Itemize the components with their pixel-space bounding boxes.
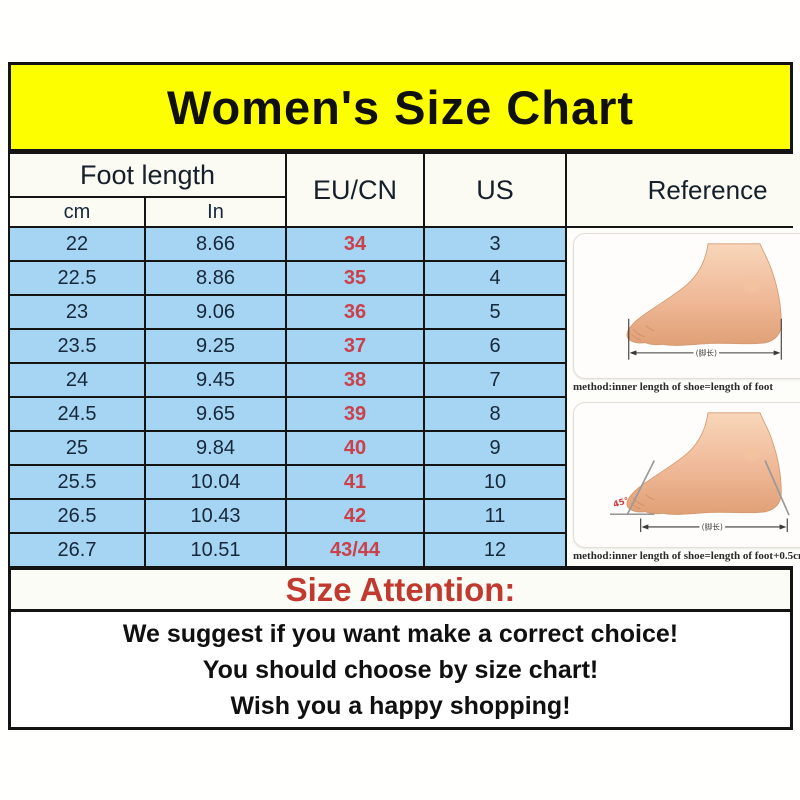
cell-in: 9.65 [146, 398, 285, 430]
cell-us: 4 [425, 262, 565, 294]
cell-cm: 25 [10, 432, 144, 464]
reference-bottom: 45° (脚长) method:inner length of shoe=len… [567, 397, 800, 566]
foot-measure-45-icon: 45° (脚长) [609, 412, 790, 533]
column-header-cm: cm [10, 198, 144, 226]
cell-in: 9.25 [146, 330, 285, 362]
cell-us: 10 [425, 466, 565, 498]
cell-in: 9.45 [146, 364, 285, 396]
cell-us: 8 [425, 398, 565, 430]
chart-sheet: Women's Size Chart Foot length EU/CN US … [8, 62, 800, 730]
cell-cm: 22 [10, 228, 144, 260]
cell-cm: 22.5 [10, 262, 144, 294]
cell-us: 9 [425, 432, 565, 464]
note-line: We suggest if you want make a correct ch… [122, 619, 679, 648]
column-header-eu-cn: EU/CN [287, 154, 423, 226]
cell-cm: 24.5 [10, 398, 144, 430]
cell-eu-cn: 43/44 [287, 534, 423, 566]
reference-caption-top: method:inner length of shoe=length of fo… [573, 381, 774, 393]
cell-in: 10.43 [146, 500, 285, 532]
page-title: Women's Size Chart [166, 80, 635, 134]
reference-top: (脚长) method:inner length of shoe=length … [567, 228, 800, 397]
cell-eu-cn: 35 [287, 262, 423, 294]
cell-cm: 23 [10, 296, 144, 328]
foot-photo-card-45: 45° (脚长) [573, 402, 800, 548]
cell-cm: 23.5 [10, 330, 144, 362]
foot-length-label: (脚长) [701, 522, 722, 532]
reference-panel: (脚长) method:inner length of shoe=length … [567, 228, 800, 566]
title-banner: Women's Size Chart [8, 62, 793, 152]
cell-us: 5 [425, 296, 565, 328]
cell-eu-cn: 37 [287, 330, 423, 362]
note-line: Wish you a happy shopping! [230, 691, 571, 720]
cell-cm: 26.5 [10, 500, 144, 532]
cell-eu-cn: 42 [287, 500, 423, 532]
cell-in: 9.84 [146, 432, 285, 464]
column-header-us: US [425, 154, 565, 226]
cell-in: 10.04 [146, 466, 285, 498]
foot-measure-icon: (脚长) [626, 243, 782, 360]
size-attention-bar: Size Attention: [8, 568, 793, 612]
cell-cm: 24 [10, 364, 144, 396]
cell-cm: 25.5 [10, 466, 144, 498]
angle-45-label: 45° [612, 496, 630, 510]
cell-eu-cn: 40 [287, 432, 423, 464]
cell-in: 10.51 [146, 534, 285, 566]
cell-in: 8.66 [146, 228, 285, 260]
cell-eu-cn: 38 [287, 364, 423, 396]
cell-us: 7 [425, 364, 565, 396]
column-header-reference: Reference [567, 154, 800, 226]
cell-eu-cn: 36 [287, 296, 423, 328]
cell-us: 12 [425, 534, 565, 566]
cell-us: 11 [425, 500, 565, 532]
cell-us: 3 [425, 228, 565, 260]
foot-length-label: (脚长) [695, 347, 716, 357]
reference-caption-bottom: method:inner length of shoe=length of fo… [573, 550, 800, 562]
cell-us: 6 [425, 330, 565, 362]
note-line: You should choose by size chart! [202, 655, 599, 684]
size-attention-label: Size Attention: [285, 570, 516, 608]
cell-eu-cn: 39 [287, 398, 423, 430]
cell-eu-cn: 34 [287, 228, 423, 260]
cell-in: 8.86 [146, 262, 285, 294]
column-header-in: In [146, 198, 285, 226]
note-box: We suggest if you want make a correct ch… [8, 612, 793, 730]
cell-in: 9.06 [146, 296, 285, 328]
column-header-foot-length: Foot length [10, 154, 285, 196]
size-table: Foot length EU/CN US Reference cm In 22 … [8, 152, 800, 568]
cell-eu-cn: 41 [287, 466, 423, 498]
foot-photo-card: (脚长) [573, 233, 800, 379]
cell-cm: 26.7 [10, 534, 144, 566]
